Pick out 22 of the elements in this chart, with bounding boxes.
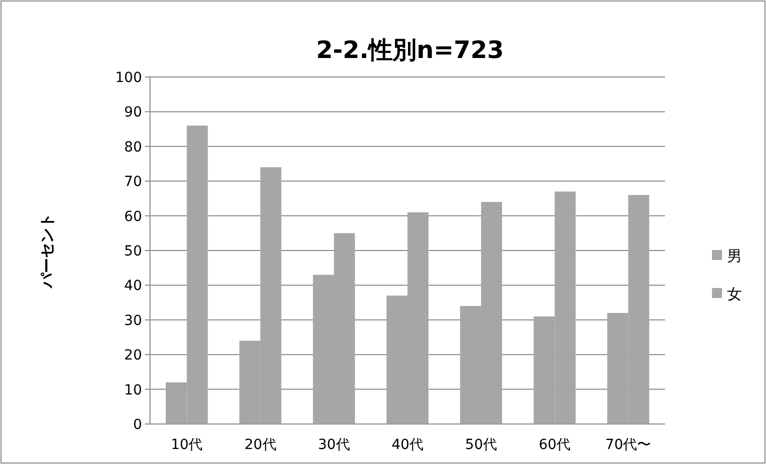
legend-label: 男 [727, 247, 742, 265]
y-tick-label: 10 [124, 382, 142, 398]
x-tick-label: 30代 [318, 437, 350, 453]
legend-label: 女 [727, 285, 742, 303]
y-tick-label: 60 [124, 208, 142, 225]
y-axis-title: パーセント [38, 213, 56, 289]
y-tick-label: 80 [124, 139, 142, 156]
x-tick-label: 40代 [392, 437, 424, 453]
x-tick-label: 60代 [538, 437, 571, 453]
x-tick-label: 10代 [170, 437, 203, 453]
x-tick-label: 70代〜 [605, 437, 652, 453]
y-tick-label: 50 [124, 244, 142, 260]
y-tick-label: 70 [124, 174, 142, 190]
y-tick-label: 30 [124, 312, 142, 329]
y-tick-label: 90 [124, 104, 142, 121]
y-tick-label: 20 [124, 348, 142, 364]
y-tick-label: 40 [124, 278, 142, 294]
x-tick-label: 50代 [465, 437, 497, 453]
y-tick-label: 100 [115, 70, 142, 86]
x-tick-label: 20代 [244, 437, 276, 453]
chart-title: 2-2.性別n=723 [316, 36, 504, 64]
y-tick-label: 0 [133, 417, 142, 433]
